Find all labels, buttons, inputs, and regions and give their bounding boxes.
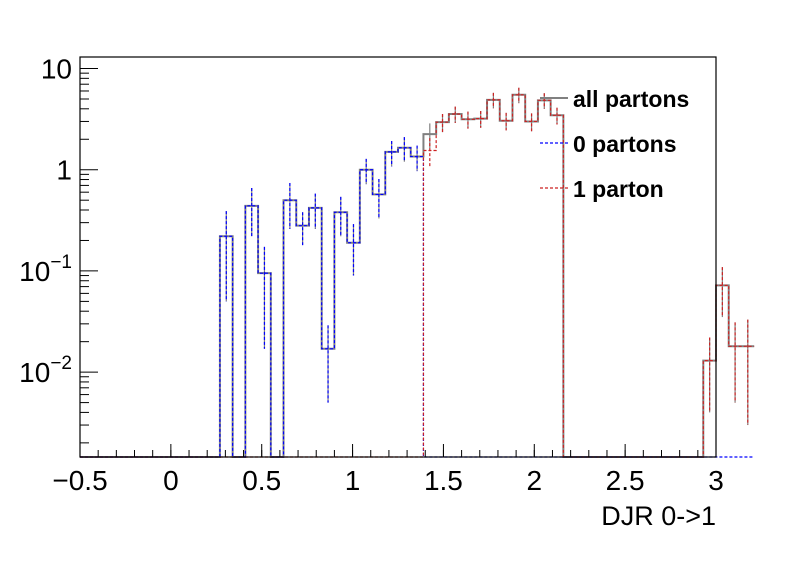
x-axis-title: DJR 0->1 <box>601 501 716 531</box>
x-tick-label: 3 <box>708 465 724 496</box>
x-tick-label: 1 <box>345 465 361 496</box>
legend-label: 0 partons <box>573 131 677 157</box>
x-tick-label: 1.5 <box>424 465 463 496</box>
legend-entry: all partons <box>540 86 689 112</box>
legend: all partons 0 partons 1 parton <box>540 86 689 202</box>
legend-entry: 1 parton <box>540 176 664 202</box>
x-tick-label: 2.5 <box>606 465 645 496</box>
legend-label: 1 parton <box>573 176 664 202</box>
y-tick-base: 10 <box>19 357 50 388</box>
legend-label: all partons <box>573 86 689 112</box>
y-tick-exponent: −1 <box>50 252 72 273</box>
y-tick-label: 1 <box>56 155 72 186</box>
y-tick-label: 10−1 <box>19 252 72 287</box>
y-tick-label: 10−2 <box>19 353 72 388</box>
y-tick-label: 10 <box>41 54 72 85</box>
plot-frame <box>79 56 717 458</box>
legend-entry: 0 partons <box>540 131 677 157</box>
x-tick-label: 2 <box>526 465 542 496</box>
x-tick-label: 0.5 <box>242 465 281 496</box>
y-tick-exponent: −2 <box>50 353 72 374</box>
y-tick-base: 10 <box>19 256 50 287</box>
x-tick-label: 0 <box>163 465 179 496</box>
x-tick-label: −0.5 <box>52 465 107 496</box>
